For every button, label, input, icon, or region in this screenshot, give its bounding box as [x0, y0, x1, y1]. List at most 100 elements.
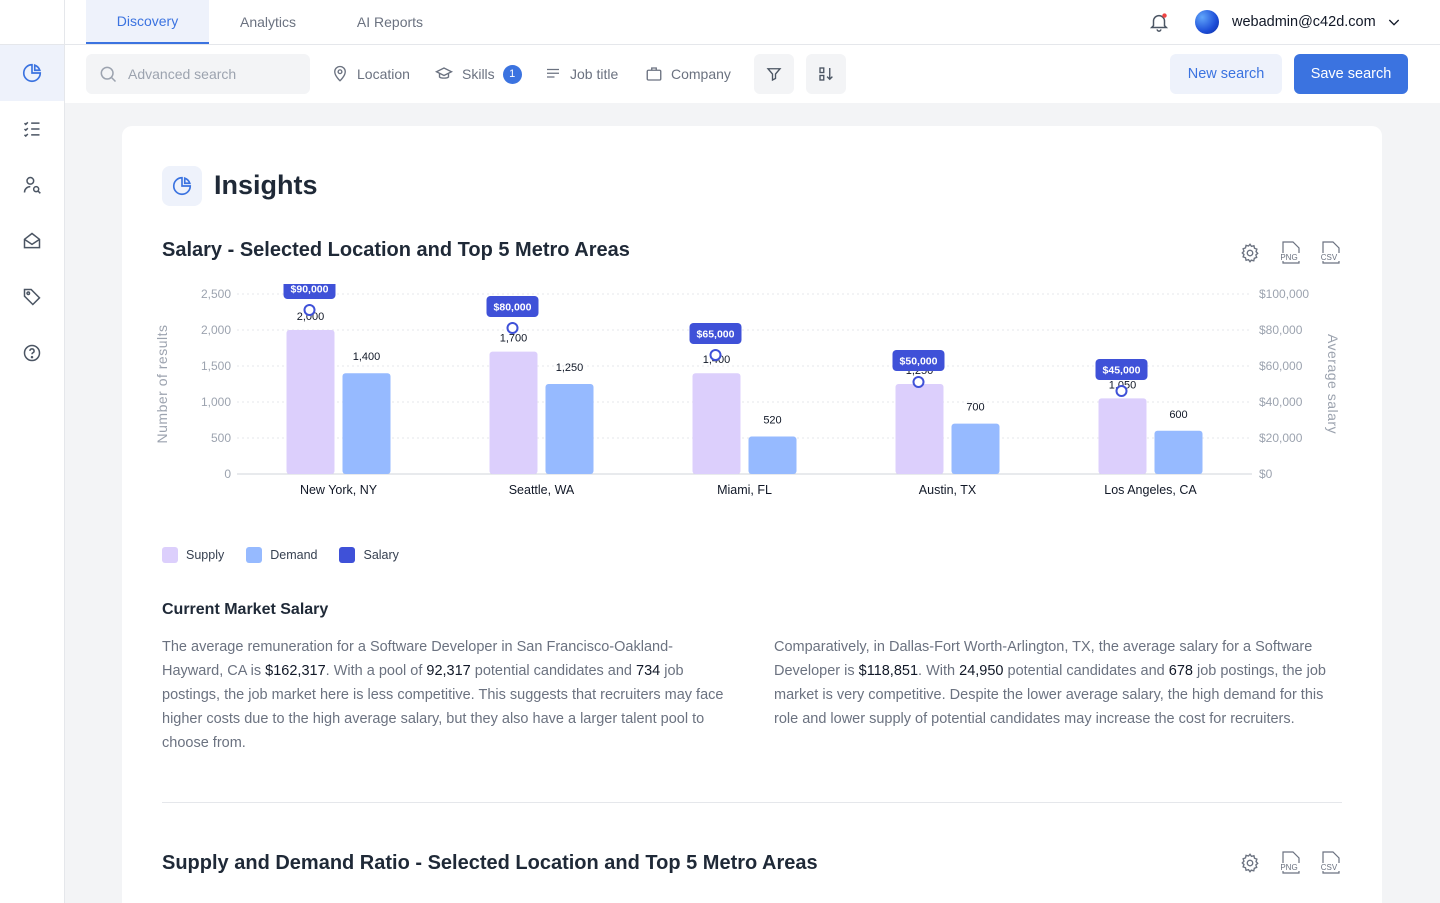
chart-settings-button[interactable]: [1237, 240, 1263, 266]
text-fragment: job postings, the job market is very com…: [774, 663, 1326, 727]
bar-demand: [342, 373, 391, 474]
search-input[interactable]: [128, 66, 298, 82]
gear-icon: [1241, 243, 1259, 263]
funnel-icon: [766, 68, 782, 82]
insights-icon-box: [162, 166, 202, 206]
new-search-button[interactable]: New search: [1170, 54, 1282, 94]
salary-label-bg: [486, 296, 539, 317]
top-navigation: Discovery Analytics AI Reports webadmin@…: [65, 0, 1440, 45]
filter-job-title[interactable]: Job title: [544, 54, 618, 94]
legend-label: Supply: [186, 548, 225, 562]
filter-company[interactable]: Company: [645, 54, 731, 94]
filter-company-label: Company: [671, 66, 731, 82]
data-label-salary: $45,000: [1103, 365, 1141, 377]
export-csv-button[interactable]: CSV: [1317, 240, 1343, 266]
salary-point: [1115, 385, 1128, 397]
data-label-salary: $80,000: [494, 302, 532, 314]
sidebar-item-help[interactable]: [0, 325, 64, 381]
bar-supply: [692, 373, 741, 474]
filter-button[interactable]: [754, 54, 794, 94]
bar-supply: [895, 384, 944, 474]
section-divider: [162, 802, 1342, 803]
text-fragment: The average remuneration for a Software …: [162, 639, 673, 679]
skills-count-badge: 1: [502, 64, 522, 84]
legend-demand[interactable]: Demand: [246, 547, 317, 563]
salary-point: [912, 376, 925, 388]
postings-value: 734: [636, 663, 661, 679]
pie-chart-icon: [172, 176, 192, 196]
csv-file-icon: CSV: [1318, 241, 1340, 264]
user-search-icon: [23, 176, 41, 194]
data-label-salary: $90,000: [291, 284, 329, 296]
x-tick-label: Austin, TX: [919, 483, 977, 497]
csv-label: CSV: [1321, 863, 1338, 872]
csv-label: CSV: [1321, 253, 1338, 262]
sidebar-item-lists[interactable]: [0, 101, 64, 157]
notification-button[interactable]: [1148, 11, 1170, 33]
salary-chart: 0 500 1,000 1,500 2,000 2,500 $0 $20,000 $40,000…: [154, 284, 1341, 497]
sort-button[interactable]: [806, 54, 846, 94]
mail-icon: [23, 232, 41, 249]
chart-legend: Supply Demand Salary: [162, 547, 399, 563]
y-tick-label: 2,000: [201, 323, 231, 337]
save-search-button[interactable]: Save search: [1294, 54, 1408, 94]
legend-label: Demand: [270, 548, 318, 562]
data-label-salary: $50,000: [900, 356, 938, 368]
sidebar-item-candidates[interactable]: [0, 157, 64, 213]
sidebar-item-messages[interactable]: [0, 213, 64, 269]
data-label-demand: 700: [966, 402, 984, 414]
tab-analytics[interactable]: Analytics: [239, 14, 297, 30]
legend-swatch: [246, 547, 263, 563]
filter-skills[interactable]: Skills 1: [434, 54, 522, 94]
avatar: [1195, 10, 1219, 34]
chart-settings-button[interactable]: [1237, 850, 1263, 876]
legend-swatch: [162, 547, 178, 563]
tab-discovery[interactable]: Discovery: [86, 0, 209, 44]
export-csv-button[interactable]: CSV: [1317, 850, 1343, 876]
help-icon: [23, 344, 41, 362]
pie-chart-icon: [22, 63, 42, 83]
supply-demand-chart-title: Supply and Demand Ratio - Selected Locat…: [162, 852, 818, 874]
legend-salary[interactable]: Salary: [339, 547, 399, 563]
legend-supply[interactable]: Supply: [162, 547, 224, 563]
y-tick-label: 1,000: [201, 395, 231, 409]
graduation-cap-icon: [434, 67, 454, 79]
export-png-button[interactable]: PNG: [1277, 850, 1303, 876]
export-png-button[interactable]: PNG: [1277, 240, 1303, 266]
x-tick-label: Seattle, WA: [509, 483, 575, 497]
sort-icon: [819, 67, 833, 81]
salary-label-bg: [283, 284, 336, 299]
sidebar-item-insights[interactable]: [0, 45, 64, 101]
user-menu[interactable]: webadmin@c42d.com: [1195, 0, 1402, 44]
filter-skills-label: Skills: [462, 66, 495, 82]
sidebar: [0, 0, 65, 903]
x-tick-label: Los Angeles, CA: [1104, 483, 1197, 497]
y-tick-label: 0: [224, 467, 231, 481]
tab-ai-reports[interactable]: AI Reports: [356, 14, 424, 30]
x-tick-label: Miami, FL: [717, 483, 772, 497]
candidates-value: 92,317: [426, 663, 471, 679]
text-fragment: potential candidates and: [470, 663, 637, 679]
data-label-supply: 2,000: [297, 311, 325, 323]
y-right-tick-label: $40,000: [1259, 395, 1303, 409]
bar-supply: [286, 330, 335, 474]
sidebar-item-tags[interactable]: [0, 269, 64, 325]
salary-value: $118,851: [858, 663, 919, 679]
csv-file-icon: CSV: [1318, 851, 1340, 874]
search-box[interactable]: [86, 54, 310, 94]
market-salary-title: Current Market Salary: [162, 601, 329, 618]
salary-point: [506, 322, 519, 334]
bar-demand: [951, 423, 1000, 474]
salary-chart-tools: PNG CSV: [1237, 240, 1343, 266]
png-file-icon: PNG: [1278, 241, 1300, 264]
data-label-demand: 1,250: [556, 362, 584, 374]
checklist-icon: [23, 121, 40, 138]
location-pin-icon: [334, 65, 346, 82]
chevron-down-icon: [1388, 19, 1399, 26]
png-label: PNG: [1280, 863, 1297, 872]
filter-location[interactable]: Location: [331, 54, 410, 94]
legend-label: Salary: [363, 548, 399, 562]
search-icon: [100, 66, 117, 83]
y-axis-label: Number of results: [154, 325, 170, 444]
bar-demand: [748, 436, 797, 474]
